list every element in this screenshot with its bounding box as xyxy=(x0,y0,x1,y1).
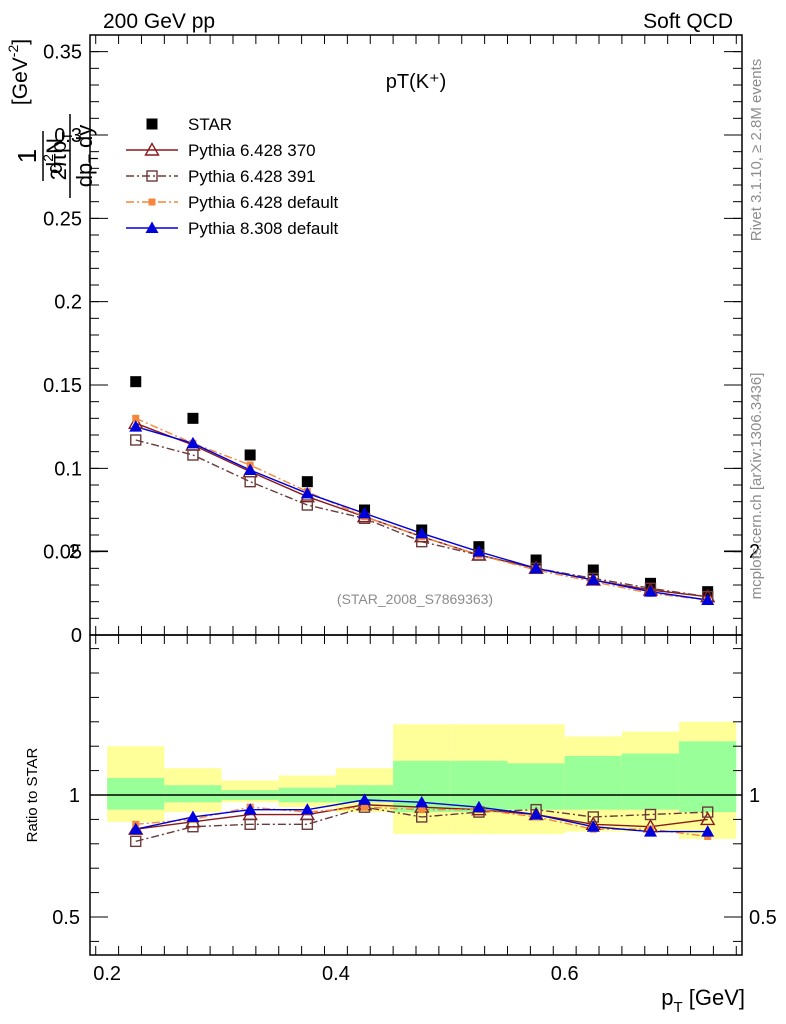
y-tick-label: 0.25 xyxy=(43,208,82,230)
data-point xyxy=(130,835,142,848)
series-markers xyxy=(128,376,716,848)
svg-text:dpT dy: dpT dy xyxy=(72,125,101,187)
data-point xyxy=(300,486,314,499)
band-inner xyxy=(564,755,622,810)
data-point xyxy=(643,585,657,597)
data-point xyxy=(187,449,199,461)
data-point xyxy=(244,449,256,461)
data-point xyxy=(701,825,715,837)
y-tick-label: 0.15 xyxy=(43,375,82,397)
main-series-line xyxy=(135,439,708,598)
ratio-y-tick-label: 1 xyxy=(69,785,80,807)
legend: STAR Pythia 6.428 370 Pythia 6.428 391 Pyth… xyxy=(126,115,339,238)
ratio-series-line xyxy=(135,806,708,838)
x-tick-label: 0.2 xyxy=(93,963,121,985)
svg-text:[GeV-2]: [GeV-2] xyxy=(5,39,32,105)
axis-ticks xyxy=(90,34,742,955)
x-tick-label: 0.6 xyxy=(551,963,579,985)
ratio-y-tick-label-right: 0.5 xyxy=(749,907,777,929)
data-point xyxy=(130,376,142,388)
data-point xyxy=(699,811,716,826)
band-inner xyxy=(621,753,680,810)
source-label: mcplots.cern.ch [arXiv:1306.3436] xyxy=(748,373,765,600)
main-series-line xyxy=(135,425,708,601)
ratio-series-line xyxy=(135,806,708,843)
data-point xyxy=(244,475,256,488)
data-point xyxy=(301,476,313,488)
data-point xyxy=(130,434,142,446)
ratio-y-tick-label: 0.5 xyxy=(52,907,80,929)
data-point xyxy=(472,545,486,557)
main-series-line xyxy=(135,422,708,598)
data-point xyxy=(361,803,369,811)
y-tick-label: 0.2 xyxy=(54,292,82,314)
band-inner xyxy=(507,763,565,810)
data-point xyxy=(146,118,158,130)
data-point xyxy=(243,803,257,815)
data-point xyxy=(587,564,599,576)
data-point xyxy=(529,808,543,820)
data-point xyxy=(586,820,600,832)
ratio-ylabel: Ratio to STAR xyxy=(24,747,41,842)
legend-label: Pythia 6.428 391 xyxy=(188,167,316,186)
legend-label: STAR xyxy=(188,115,232,134)
analysis-watermark: (STAR_2008_S7869363) xyxy=(337,591,493,607)
ratio-y-tick-label-right: 1 xyxy=(749,785,760,807)
data-point xyxy=(358,506,372,519)
y-tick-label: 0.05 xyxy=(43,542,82,564)
data-point xyxy=(187,412,199,424)
y-tick-label: 0.3 xyxy=(54,125,82,147)
data-point xyxy=(418,806,426,814)
data-point xyxy=(132,414,140,422)
header-left: 200 GeV pp xyxy=(103,10,215,33)
data-point xyxy=(586,573,600,585)
data-point xyxy=(300,803,314,815)
data-point xyxy=(129,420,143,432)
data-point xyxy=(186,810,200,822)
y-tick-label: 0.35 xyxy=(43,42,82,64)
data-point xyxy=(415,526,429,539)
band-inner xyxy=(164,785,222,803)
data-point xyxy=(644,808,657,821)
rivet-label: Rivet 3.1.10, ≥ 2.8M events xyxy=(748,59,765,242)
plot-title: pT(K⁺) xyxy=(386,71,447,93)
header-right: Soft QCD xyxy=(643,10,733,33)
data-point xyxy=(415,795,429,808)
data-point xyxy=(146,170,158,182)
svg-text:1: 1 xyxy=(12,149,42,163)
data-point xyxy=(643,825,657,837)
legend-label: Pythia 6.428 370 xyxy=(188,141,316,160)
data-point xyxy=(530,554,542,566)
data-point xyxy=(701,593,715,605)
tick-labels: 0 0.05 0.1 0.15 0.2 0.25 0.3 0.35 0.2 0.4 0.6 0.5 0.… xyxy=(43,42,777,985)
data-point xyxy=(301,499,314,511)
data-point xyxy=(129,822,143,835)
data-point xyxy=(186,436,200,449)
data-point xyxy=(148,198,156,206)
data-point xyxy=(243,463,257,475)
data-point xyxy=(701,806,714,818)
band-inner xyxy=(679,741,737,813)
data-point xyxy=(145,221,159,233)
band-inner xyxy=(107,777,165,810)
data-point xyxy=(301,818,314,830)
legend-label: Pythia 6.428 default xyxy=(188,193,339,212)
data-point xyxy=(244,818,256,830)
legend-label: Pythia 8.308 default xyxy=(188,219,339,238)
x-tick-label: 0.4 xyxy=(322,963,350,985)
data-point xyxy=(144,142,160,156)
y-tick-label: 0.1 xyxy=(54,458,82,480)
data-point xyxy=(529,561,543,574)
ratio-xlabel: pT [GeV] xyxy=(661,985,745,1016)
ratio-y-tick-label-right: 2 xyxy=(749,541,760,563)
main-series-line xyxy=(135,417,708,601)
y-tick-label: 0 xyxy=(71,625,82,647)
ratio-y-tick-label: 2 xyxy=(69,541,80,563)
data-point xyxy=(472,800,486,813)
data-point xyxy=(358,793,372,805)
